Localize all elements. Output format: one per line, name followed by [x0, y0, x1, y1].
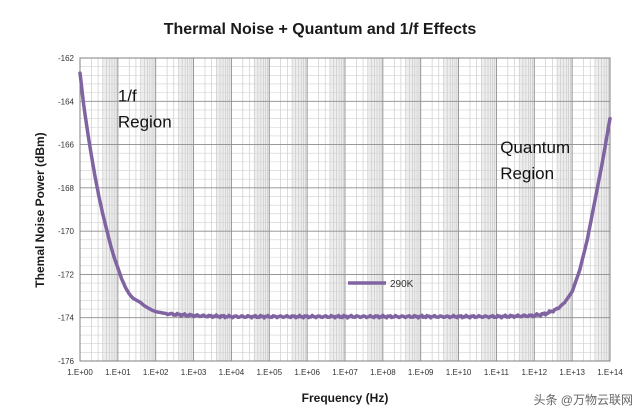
- y-axis-label: Themal Noise Power (dBm): [33, 132, 47, 287]
- y-tick-label: -176: [58, 357, 75, 366]
- y-tick-label: -164: [58, 97, 75, 106]
- y-tick-label: -172: [58, 270, 75, 279]
- x-axis-ticks: 1.E+00 1.E+01 1.E+02 1.E+03 1.E+04 1.E+05 1.E+…: [67, 368, 623, 377]
- y-tick-label: -162: [58, 54, 75, 63]
- annotation-one-over-f-line: 1/f: [118, 86, 137, 105]
- x-tick-label: 1.E+08: [370, 368, 396, 377]
- x-tick-label: 1.E+01: [105, 368, 131, 377]
- x-tick-label: 1.E+05: [256, 368, 282, 377]
- x-axis-label: Frequency (Hz): [302, 391, 389, 405]
- x-tick-label: 1.E+09: [408, 368, 434, 377]
- annotation-quantum-line: Region: [500, 164, 554, 183]
- x-tick-label: 1.E+14: [597, 368, 623, 377]
- y-tick-label: -168: [58, 184, 75, 193]
- x-tick-label: 1.E+13: [559, 368, 585, 377]
- annotation-one-over-f-line: Region: [118, 112, 172, 131]
- y-tick-label: -166: [58, 141, 75, 150]
- annotations: 1/f Region Quantum Region: [118, 86, 570, 183]
- plot-border: [79, 57, 611, 362]
- plot-area: [78, 57, 612, 362]
- y-axis-ticks: -162 -164 -166 -168 -170 -172 -174 -176: [58, 54, 75, 366]
- x-tick-label: 1.E+00: [67, 368, 93, 377]
- x-tick-label: 1.E+11: [484, 368, 510, 377]
- grid-decade-band: [140, 58, 156, 361]
- chart-title: Thermal Noise + Quantum and 1/f Effects: [164, 21, 477, 38]
- watermark-text: 头条 @万物云联网: [533, 393, 633, 407]
- x-tick-label: 1.E+06: [294, 368, 320, 377]
- y-tick-label: -170: [58, 227, 75, 236]
- series-290k-line: [78, 71, 612, 320]
- x-tick-label: 1.E+03: [181, 368, 207, 377]
- y-tick-label: -174: [58, 314, 75, 323]
- x-tick-label: 1.E+07: [332, 368, 358, 377]
- x-tick-label: 1.E+12: [521, 368, 547, 377]
- grid-decade-band: [102, 58, 118, 361]
- x-tick-label: 1.E+04: [219, 368, 245, 377]
- x-tick-label: 1.E+10: [446, 368, 472, 377]
- grid-decade-band: [594, 58, 610, 361]
- legend: 290K: [348, 279, 414, 290]
- legend-label-290k: 290K: [390, 279, 414, 290]
- x-tick-label: 1.E+02: [143, 368, 169, 377]
- grid-decade-band: [557, 58, 573, 361]
- annotation-quantum-line: Quantum: [500, 138, 570, 157]
